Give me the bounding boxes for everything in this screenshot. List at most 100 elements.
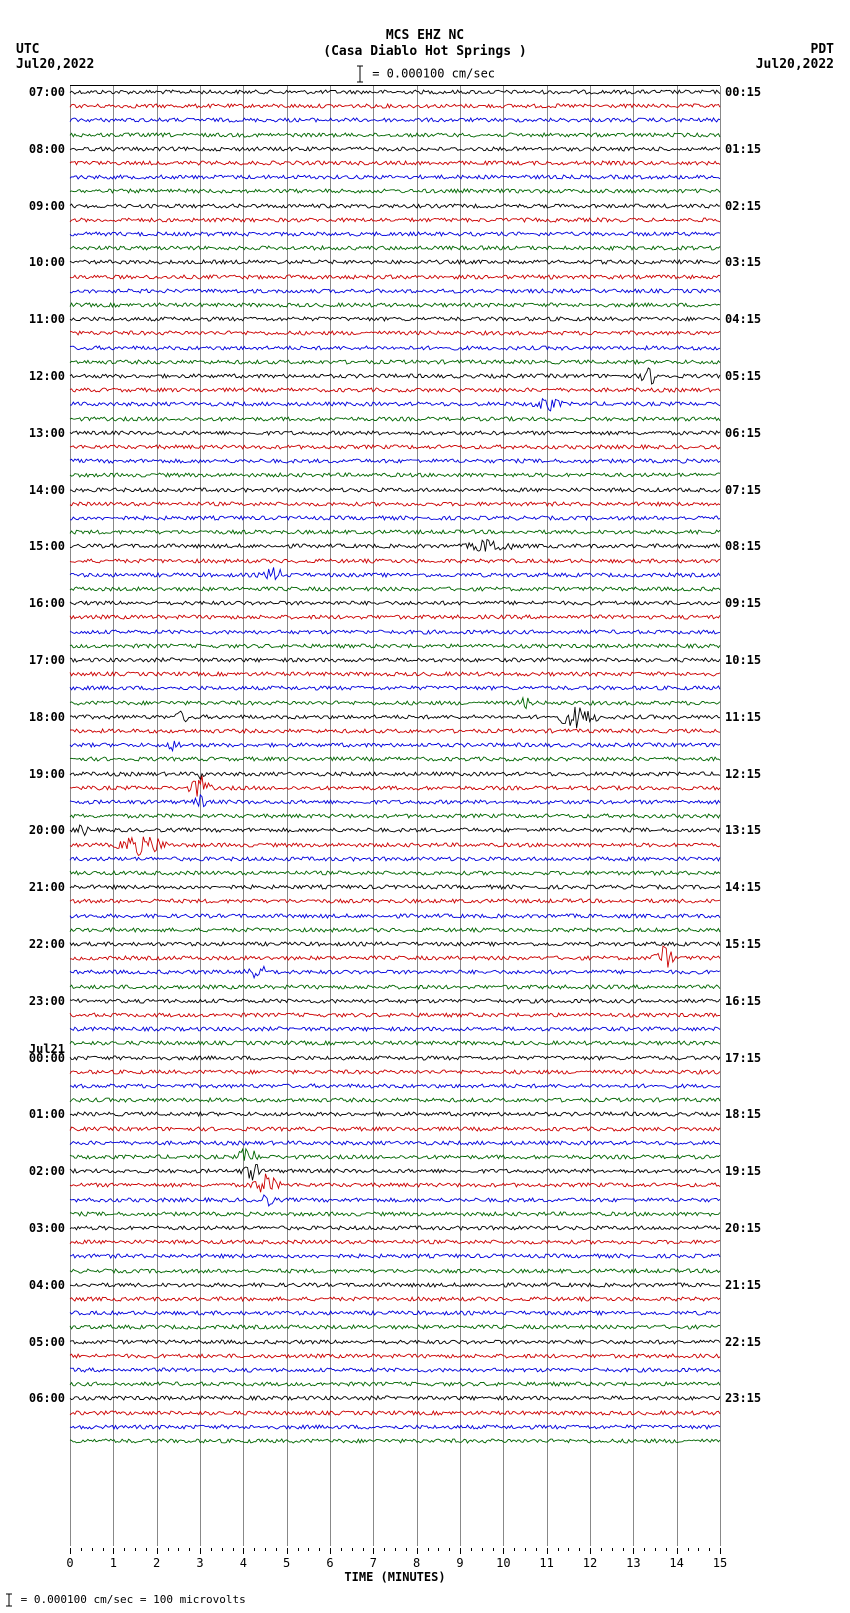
xtick bbox=[287, 1548, 288, 1554]
pdt-time-label: 05:15 bbox=[725, 369, 761, 383]
xtick-minor bbox=[655, 1548, 656, 1551]
xtick-minor bbox=[438, 1548, 439, 1551]
utc-time-label: 19:00 bbox=[29, 767, 65, 781]
xtick bbox=[633, 1548, 634, 1554]
utc-time-label: 10:00 bbox=[29, 255, 65, 269]
gridline bbox=[720, 86, 721, 1546]
pdt-time-label: 17:15 bbox=[725, 1051, 761, 1065]
xtick bbox=[113, 1548, 114, 1554]
utc-time-label: 20:00 bbox=[29, 823, 65, 837]
utc-time-label: 18:00 bbox=[29, 710, 65, 724]
xtick-label: 9 bbox=[456, 1556, 463, 1570]
utc-time-label: 17:00 bbox=[29, 653, 65, 667]
xtick-minor bbox=[189, 1548, 190, 1551]
xtick-minor bbox=[178, 1548, 179, 1551]
station-code: MCS EHZ NC bbox=[0, 28, 850, 44]
xtick bbox=[330, 1548, 331, 1554]
pdt-time-label: 02:15 bbox=[725, 199, 761, 213]
xtick-minor bbox=[514, 1548, 515, 1551]
seismogram-container: MCS EHZ NC (Casa Diablo Hot Springs ) = … bbox=[0, 0, 850, 1613]
xtick-label: 1 bbox=[110, 1556, 117, 1570]
xtick-label: 15 bbox=[713, 1556, 727, 1570]
utc-time-label: 13:00 bbox=[29, 426, 65, 440]
xtick-minor bbox=[709, 1548, 710, 1551]
pdt-time-label: 19:15 bbox=[725, 1164, 761, 1178]
xtick-minor bbox=[623, 1548, 624, 1551]
xtick-minor bbox=[493, 1548, 494, 1551]
utc-time-label: 03:00 bbox=[29, 1221, 65, 1235]
tz-left: UTC Jul20,2022 bbox=[16, 42, 94, 72]
pdt-time-label: 16:15 bbox=[725, 994, 761, 1008]
footer-scale: = 0.000100 cm/sec = 100 microvolts bbox=[4, 1593, 246, 1607]
utc-time-label: 02:00 bbox=[29, 1164, 65, 1178]
utc-time-label: 00:00 bbox=[29, 1051, 65, 1065]
xtick-minor bbox=[341, 1548, 342, 1551]
xtick bbox=[460, 1548, 461, 1554]
xtick-minor bbox=[471, 1548, 472, 1551]
xtick-minor bbox=[644, 1548, 645, 1551]
utc-time-label: 04:00 bbox=[29, 1278, 65, 1292]
xtick-minor bbox=[265, 1548, 266, 1551]
utc-time-label: 08:00 bbox=[29, 142, 65, 156]
pdt-time-label: 08:15 bbox=[725, 539, 761, 553]
xtick-minor bbox=[308, 1548, 309, 1551]
utc-time-label: 05:00 bbox=[29, 1335, 65, 1349]
pdt-time-label: 11:15 bbox=[725, 710, 761, 724]
xtick-minor bbox=[558, 1548, 559, 1551]
x-axis-title: TIME (MINUTES) bbox=[70, 1570, 720, 1584]
tz-right-date: Jul20,2022 bbox=[756, 57, 834, 72]
pdt-time-label: 14:15 bbox=[725, 880, 761, 894]
xtick-minor bbox=[525, 1548, 526, 1551]
xtick-minor bbox=[92, 1548, 93, 1551]
xtick bbox=[70, 1548, 71, 1554]
xtick bbox=[547, 1548, 548, 1554]
xtick-minor bbox=[449, 1548, 450, 1551]
xtick-minor bbox=[81, 1548, 82, 1551]
xtick-minor bbox=[146, 1548, 147, 1551]
xtick-minor bbox=[568, 1548, 569, 1551]
pdt-time-label: 22:15 bbox=[725, 1335, 761, 1349]
xtick-label: 11 bbox=[539, 1556, 553, 1570]
utc-time-label: 23:00 bbox=[29, 994, 65, 1008]
pdt-time-label: 03:15 bbox=[725, 255, 761, 269]
pdt-time-label: 21:15 bbox=[725, 1278, 761, 1292]
pdt-time-label: 15:15 bbox=[725, 937, 761, 951]
xtick-minor bbox=[395, 1548, 396, 1551]
xtick-minor bbox=[254, 1548, 255, 1551]
xtick-label: 0 bbox=[66, 1556, 73, 1570]
xtick-minor bbox=[666, 1548, 667, 1551]
xtick-label: 7 bbox=[370, 1556, 377, 1570]
xtick-minor bbox=[601, 1548, 602, 1551]
xtick-label: 5 bbox=[283, 1556, 290, 1570]
xtick-label: 14 bbox=[669, 1556, 683, 1570]
xtick bbox=[720, 1548, 721, 1554]
xtick-label: 13 bbox=[626, 1556, 640, 1570]
xtick-minor bbox=[482, 1548, 483, 1551]
xtick-minor bbox=[698, 1548, 699, 1551]
xtick-minor bbox=[352, 1548, 353, 1551]
xtick-minor bbox=[233, 1548, 234, 1551]
pdt-time-label: 20:15 bbox=[725, 1221, 761, 1235]
xtick-minor bbox=[428, 1548, 429, 1551]
plot-area: 07:0000:1508:0001:1509:0002:1510:0003:15… bbox=[70, 85, 720, 1546]
pdt-time-label: 18:15 bbox=[725, 1107, 761, 1121]
xtick-minor bbox=[406, 1548, 407, 1551]
xtick-minor bbox=[536, 1548, 537, 1551]
pdt-time-label: 13:15 bbox=[725, 823, 761, 837]
pdt-time-label: 07:15 bbox=[725, 483, 761, 497]
xtick bbox=[243, 1548, 244, 1554]
xtick bbox=[200, 1548, 201, 1554]
seismic-trace bbox=[70, 1426, 720, 1456]
tz-left-tz: UTC bbox=[16, 42, 94, 57]
xtick-minor bbox=[298, 1548, 299, 1551]
xtick bbox=[503, 1548, 504, 1554]
header: MCS EHZ NC (Casa Diablo Hot Springs ) bbox=[0, 28, 850, 60]
utc-time-label: 01:00 bbox=[29, 1107, 65, 1121]
xtick-minor bbox=[222, 1548, 223, 1551]
pdt-time-label: 04:15 bbox=[725, 312, 761, 326]
xtick-minor bbox=[688, 1548, 689, 1551]
xtick-label: 3 bbox=[196, 1556, 203, 1570]
pdt-time-label: 10:15 bbox=[725, 653, 761, 667]
xtick-label: 12 bbox=[583, 1556, 597, 1570]
xtick-minor bbox=[319, 1548, 320, 1551]
